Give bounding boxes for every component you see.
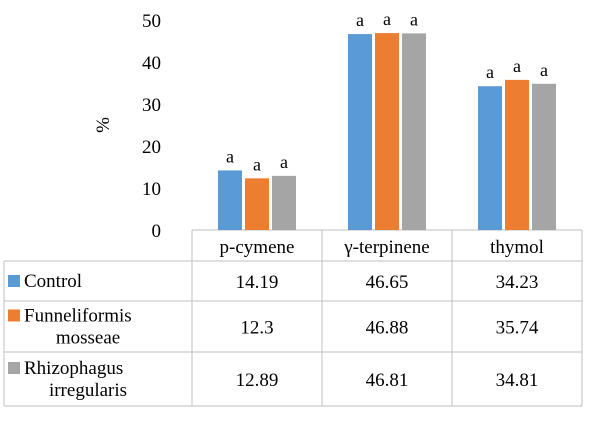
y-tick-label: 0 — [152, 221, 162, 242]
bar — [375, 33, 399, 230]
data-table-value: 12.3 — [240, 318, 273, 339]
data-table-value: 46.65 — [366, 272, 409, 293]
data-table-value: 46.81 — [366, 370, 409, 391]
legend-label: Funneliformis — [24, 306, 132, 327]
legend-swatch — [8, 362, 20, 374]
bar — [532, 83, 556, 230]
bar — [218, 170, 242, 230]
data-table-value: 12.89 — [236, 370, 279, 391]
legend-label: mosseae — [56, 328, 120, 349]
x-tick-label: γ-terpinene — [343, 237, 429, 258]
bar — [245, 178, 269, 230]
y-tick-label: 20 — [142, 137, 161, 158]
y-tick-label: 30 — [142, 95, 161, 116]
significance-letter: a — [383, 9, 391, 29]
y-axis-label: % — [93, 117, 114, 133]
y-tick-label: 50 — [142, 11, 161, 32]
significance-letter: a — [356, 10, 364, 30]
bar — [348, 34, 372, 230]
x-tick-label: p-cymene — [220, 237, 295, 258]
legend-swatch — [8, 309, 20, 322]
significance-letter: a — [280, 152, 288, 172]
bar — [478, 86, 502, 230]
x-tick-label: thymol — [490, 237, 544, 258]
y-tick-label: 10 — [142, 179, 161, 200]
significance-letter: a — [226, 146, 234, 166]
legend-label: Rhizophagus — [24, 358, 123, 379]
data-table-value: 35.74 — [496, 318, 539, 339]
bar — [402, 33, 426, 231]
data-table-value: 14.19 — [236, 272, 279, 293]
data-table-value: 34.81 — [496, 370, 539, 391]
y-tick-label: 40 — [142, 53, 161, 74]
significance-letter: a — [513, 56, 521, 76]
data-table-value: 46.88 — [366, 318, 409, 339]
legend-swatch — [8, 275, 20, 287]
significance-letter: a — [540, 60, 548, 80]
significance-letter: a — [486, 62, 494, 82]
significance-letter: a — [410, 9, 418, 29]
significance-letter: a — [253, 154, 261, 174]
legend-label: irregularis — [49, 380, 127, 401]
data-table-value: 34.23 — [496, 272, 539, 293]
bar — [272, 175, 296, 230]
bar — [505, 79, 529, 230]
legend-label: Control — [24, 271, 82, 292]
